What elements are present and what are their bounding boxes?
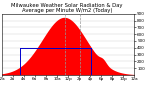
- Text: Milwaukee Weather Solar Radiation & Day Average per Minute W/m2 (Today): Milwaukee Weather Solar Radiation & Day …: [12, 3, 123, 13]
